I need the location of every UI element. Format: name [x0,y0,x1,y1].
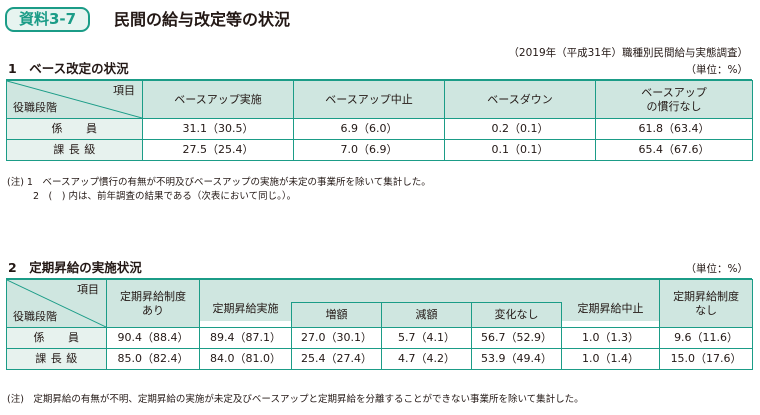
table-cell: 9.6（11.6） [659,327,754,349]
table-cell: 4.7（4.2） [381,348,472,370]
col-header-raise-suspended: 定期昇給中止 [560,296,661,322]
table-cell: 84.0（81.0） [199,348,292,370]
col-header-decrease: 減額 [381,302,472,328]
table1-corner: 項目 役職段階 [6,80,143,119]
col-header-base-up: ベースアップ実施 [142,80,294,119]
table-row: 課 長 級 27.5（25.4） 7.0（6.9） 0.1（0.1） 65.4（… [6,139,753,161]
col-header-raise-system-yes: 定期昇給制度 あり [106,279,200,328]
row-label-staff: 係 員 [6,327,107,349]
corner-item-label: 項目 [77,283,99,296]
table-cell: 15.0（17.6） [659,348,754,370]
table-cell: 61.8（63.4） [595,118,753,140]
row-label-section-chief: 課 長 級 [6,348,107,370]
col-header-increase: 増額 [291,302,382,328]
table-cell: 89.4（87.1） [199,327,292,349]
base-revision-table: 項目 役職段階 ベースアップ実施 ベースアップ中止 ベースダウン ベースアップ … [6,80,753,161]
row-label-section-chief: 課 長 級 [6,139,143,161]
row-label-staff: 係 員 [6,118,143,140]
table-cell: 27.0（30.1） [291,327,382,349]
table-cell: 65.4（67.6） [595,139,753,161]
table-cell: 56.7（52.9） [471,327,562,349]
survey-source: （2019年（平成31年）職種別民間給与実態調査） [508,47,748,59]
col-header-base-up-suspended: ベースアップ中止 [293,80,445,119]
table-cell: 31.1（30.5） [142,118,294,140]
corner-rank-label: 役職段階 [13,310,57,323]
table-row: 係 員 90.4（88.4） 89.4（87.1） 27.0（30.1） 5.7… [6,327,754,349]
table1-note-1: (注) 1 ベースアップ慣行の有無が不明及びベースアップの実施が未定の事業所を除… [7,177,431,188]
table-row: 課 長 級 85.0（82.4） 84.0（81.0） 25.4（27.4） 4… [6,348,754,370]
col-header-base-down: ベースダウン [444,80,596,119]
section2-unit: （単位：%） [685,263,748,275]
diagonal-line [7,280,106,327]
table2-note: (注) 定期昇給の有無が不明、定期昇給の実施が未定及びベースアップと定期昇給を分… [7,394,584,405]
section2-rule [6,278,752,279]
section2-title: 2 定期昇給の実施状況 [8,260,142,275]
figure-number-badge: 資料3-7 [5,7,90,32]
table-row: 係 員 31.1（30.5） 6.9（6.0） 0.2（0.1） 61.8（63… [6,118,753,140]
table-cell: 0.2（0.1） [444,118,596,140]
diagonal-line [7,81,142,118]
table-cell: 27.5（25.4） [142,139,294,161]
section1-unit: （単位：%） [685,64,748,76]
table-cell: 6.9（6.0） [293,118,445,140]
col-header-raise-implemented: 定期昇給実施 [199,296,292,322]
section1-rule [6,79,752,80]
col-header-raise-system-no: 定期昇給制度 なし [659,279,754,328]
table1-note-2: 2 ( ) 内は、前年調査の結果である（次表において同じ。）。 [33,191,297,202]
table-cell: 85.0（82.4） [106,348,200,370]
col-header-no-change: 変化なし [471,302,562,328]
table-cell: 53.9（49.4） [471,348,562,370]
section1-title: 1 ベース改定の状況 [8,61,129,76]
table-cell: 0.1（0.1） [444,139,596,161]
table2-corner: 項目 役職段階 [6,279,107,328]
corner-item-label: 項目 [113,84,135,97]
table-cell: 25.4（27.4） [291,348,382,370]
table-cell: 1.0（1.3） [560,327,661,349]
regular-raise-table: 項目 役職段階 定期昇給制度 あり 定期昇給制度 なし 定期昇給実施 増額 減額… [6,279,754,370]
table-cell: 90.4（88.4） [106,327,200,349]
col-header-no-base-up-practice: ベースアップ の慣行なし [595,80,753,119]
table-cell: 1.0（1.4） [560,348,661,370]
corner-rank-label: 役職段階 [13,101,57,114]
table-cell: 7.0（6.9） [293,139,445,161]
table-cell: 5.7（4.1） [381,327,472,349]
page-title: 民間の給与改定等の状況 [114,10,291,29]
